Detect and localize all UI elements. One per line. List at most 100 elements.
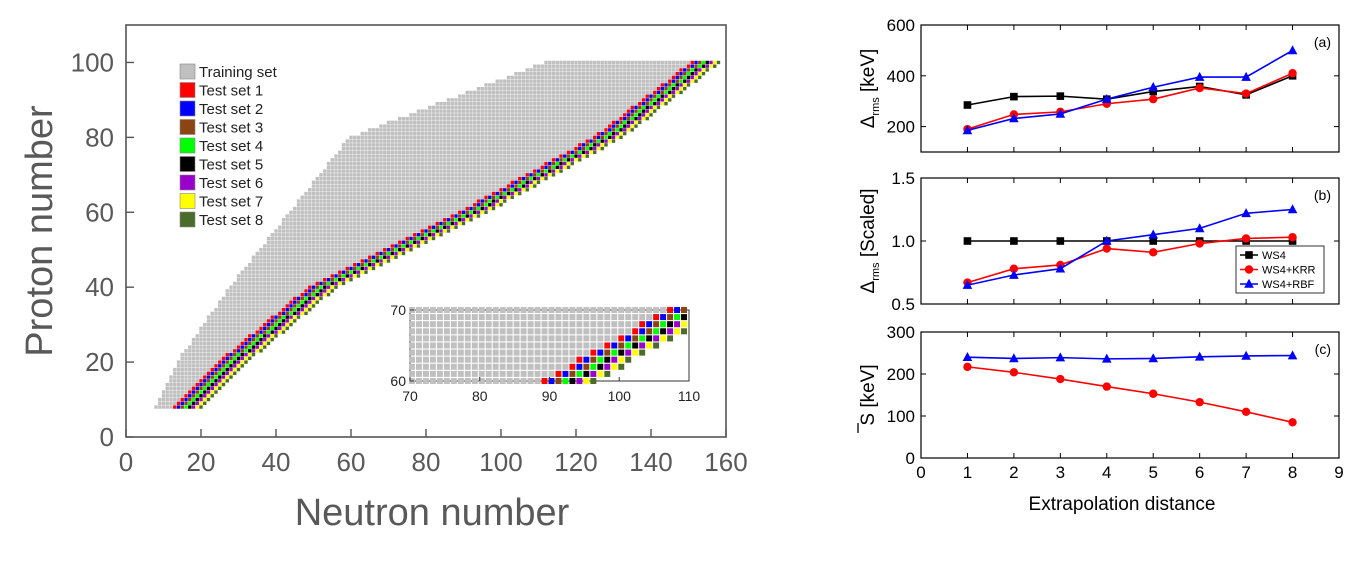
training-nuclide [491,173,496,177]
training-nuclide [266,255,271,259]
training-nuclide [626,68,631,72]
training-nuclide [308,191,312,196]
training-nuclide [371,191,376,196]
test-nuclide-set-7 [326,289,331,293]
test-nuclide-set-7 [555,169,559,173]
training-nuclide [491,158,496,162]
inset-training-nuclide [590,314,597,321]
inset-training-nuclide [471,377,478,385]
training-nuclide [203,326,207,331]
training-nuclide [649,90,653,95]
test-nuclide-set-1 [383,248,387,252]
training-nuclide [443,161,447,166]
training-nuclide [259,319,263,323]
training-nuclide [653,72,657,76]
training-nuclide [345,176,349,181]
training-nuclide [218,352,222,357]
training-nuclide [375,176,379,181]
training-nuclide [405,135,409,140]
nuclide-chart: 0 20 40 60 80 100 120 140 160020406080100Neutron… [19,24,748,534]
training-nuclide [311,199,316,203]
inset-test-nuclide [674,306,681,314]
training-nuclide [383,139,387,143]
training-nuclide [443,131,447,136]
training-nuclide [671,64,676,68]
data-point [1148,82,1159,92]
test-nuclide-set-3 [311,289,316,293]
test-nuclide-set-3 [428,229,432,233]
training-nuclide [206,326,211,331]
training-nuclide [379,131,383,136]
training-nuclide [630,90,634,95]
training-nuclide [334,240,338,244]
test-nuclide-set-8 [274,334,278,338]
training-nuclide [450,176,454,181]
training-nuclide [645,83,649,87]
training-nuclide [484,161,488,166]
inset-training-nuclide [492,342,499,349]
training-nuclide [398,176,402,181]
training-nuclide [390,120,394,125]
training-nuclide [510,176,514,181]
training-nuclide [548,105,552,110]
training-nuclide [285,244,289,248]
training-nuclide [540,109,544,113]
inset-training-nuclide [513,370,520,377]
training-nuclide [221,334,226,338]
inset-training-nuclide [576,342,583,349]
training-nuclide [596,116,601,121]
data-point [1287,204,1298,214]
training-nuclide [679,60,683,65]
training-nuclide [390,143,394,147]
training-nuclide [413,169,417,173]
training-nuclide [293,251,297,256]
legend-swatch [179,100,196,117]
test-nuclide-set-5 [521,184,526,188]
training-nuclide [589,64,593,68]
training-nuclide [626,98,631,102]
inset-training-nuclide [527,328,534,335]
training-nuclide [180,394,184,398]
training-nuclide [353,173,357,177]
training-nuclide [480,173,484,177]
training-nuclide [259,289,263,293]
test-nuclide-set-8 [623,131,627,136]
training-nuclide [499,109,503,113]
training-nuclide [390,173,394,177]
training-nuclide [188,367,192,372]
training-nuclide [458,180,462,184]
training-nuclide [345,139,349,143]
test-nuclide-set-1 [315,281,319,286]
x-tick-label: 9 [1334,463,1343,482]
data-point [1149,237,1158,245]
inset-training-nuclide [576,335,583,342]
training-nuclide [446,128,451,132]
test-nuclide-set-1 [645,94,649,98]
test-nuclide-set-1 [679,68,683,72]
training-nuclide [656,75,661,80]
training-nuclide [341,233,346,237]
training-nuclide [420,124,424,128]
training-nuclide [334,188,338,192]
training-nuclide [405,146,409,151]
training-nuclide [540,113,544,117]
training-nuclide [401,173,406,177]
test-nuclide-set-3 [619,120,623,125]
training-nuclide [656,72,661,76]
training-nuclide [488,90,492,95]
test-nuclide-set-4 [424,233,428,237]
training-nuclide [398,161,402,166]
training-nuclide [615,72,619,76]
training-nuclide [409,113,413,117]
inset-training-nuclide [457,314,464,321]
training-nuclide [338,218,342,222]
series-ws4-krr [963,233,1297,287]
data-point [1241,71,1251,81]
test-nuclide-set-1 [585,139,589,143]
training-nuclide [645,68,649,72]
training-nuclide [173,390,177,394]
training-nuclide [398,143,402,147]
training-nuclide [611,75,616,80]
training-nuclide [251,289,256,293]
training-nuclide [296,281,301,286]
